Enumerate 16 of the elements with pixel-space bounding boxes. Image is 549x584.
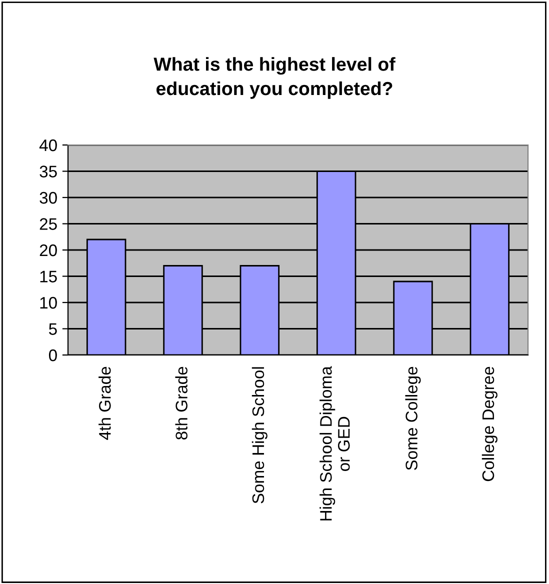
x-tick-label: 4th Grade bbox=[98, 366, 111, 440]
x-tick-label: 8th Grade bbox=[175, 366, 188, 440]
x-tick-label: High School Diploma or GED bbox=[320, 366, 350, 520]
x-tick-label: Some High School bbox=[252, 367, 268, 504]
y-tick-label: 15 bbox=[40, 270, 57, 282]
y-tick-label: 0 bbox=[48, 349, 57, 362]
y-tick-label: 35 bbox=[40, 166, 57, 178]
y-tick-label: 40 bbox=[39, 139, 57, 152]
chart-title: What is the highest level of education you completed? bbox=[154, 57, 396, 99]
y-tick-label: 30 bbox=[40, 192, 57, 204]
y-tick-label: 20 bbox=[40, 244, 57, 256]
x-tick-label: College Degree bbox=[482, 366, 498, 482]
y-tick-label: 10 bbox=[40, 296, 57, 309]
y-tick-label: 25 bbox=[40, 218, 57, 230]
y-tick-label: 5 bbox=[48, 323, 57, 335]
x-tick-label: Some College bbox=[405, 366, 421, 470]
